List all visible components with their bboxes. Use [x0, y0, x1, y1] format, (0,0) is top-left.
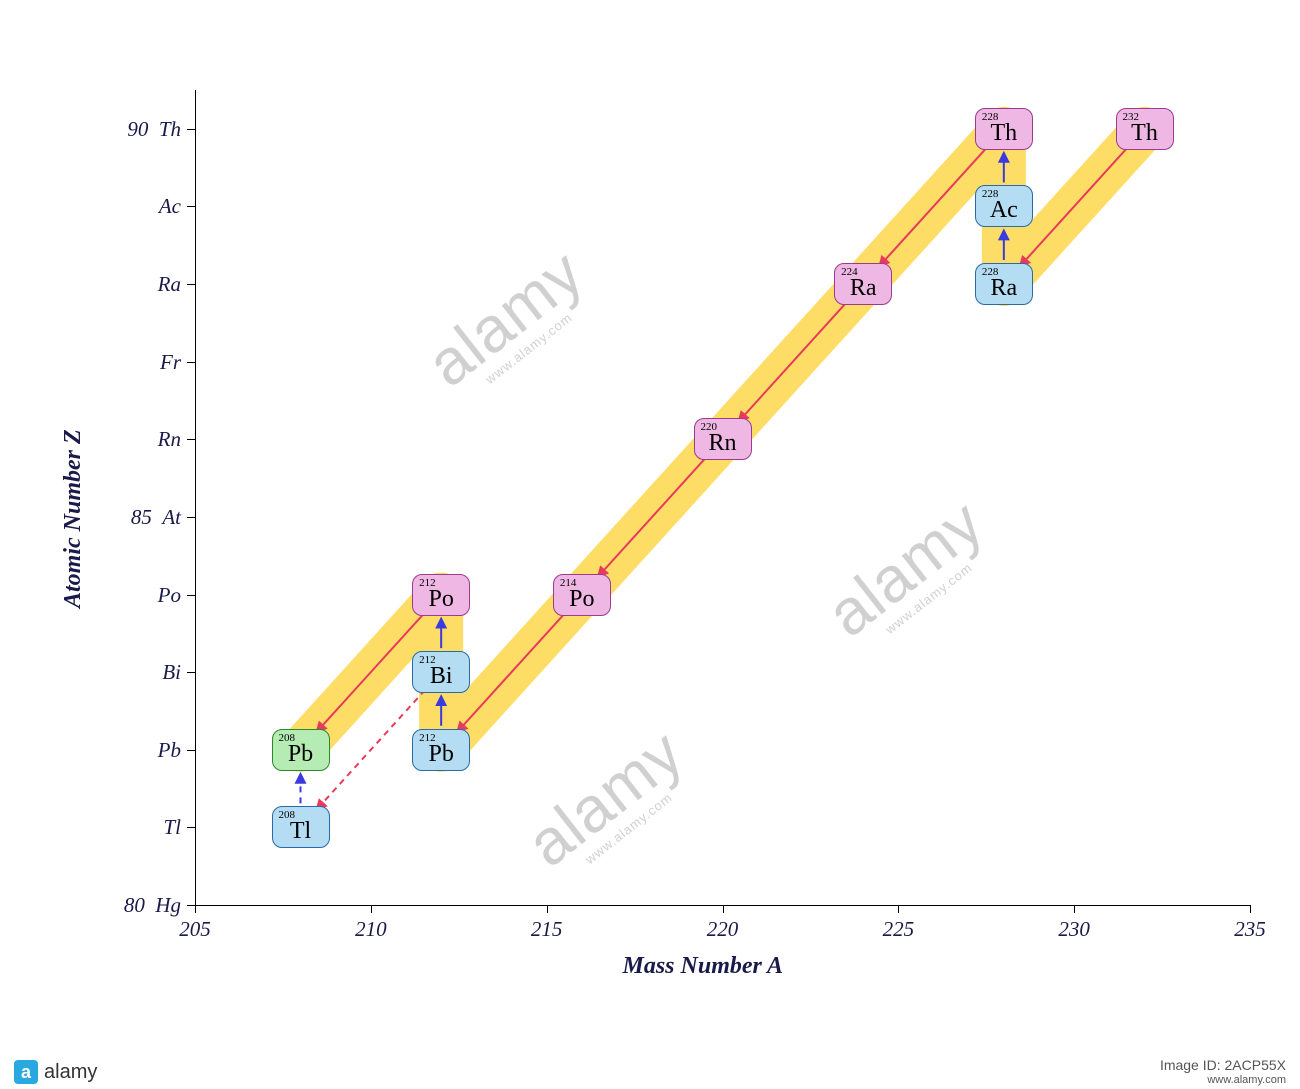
nuclide-mass: 214: [560, 578, 577, 589]
y-tick: [187, 129, 195, 130]
footer-bar: aalamy Image ID: 2ACP55Xwww.alamy.com: [0, 1055, 1300, 1089]
nuclide-rn220: 220Rn: [694, 418, 752, 460]
y-tick: [187, 284, 195, 285]
nuclide-mass: 220: [701, 422, 718, 433]
nuclide-mass: 208: [279, 733, 296, 744]
nuclide-mass: 212: [419, 733, 436, 744]
y-axis: [195, 90, 196, 905]
y-tick-label: Po: [158, 583, 181, 608]
alpha-decay-arrow: [1020, 147, 1128, 267]
alpha-decay-arrow: [317, 612, 425, 732]
nuclide-pb208: 208Pb: [272, 729, 330, 771]
image-credit: Image ID: 2ACP55Xwww.alamy.com: [1160, 1058, 1286, 1085]
y-tick: [187, 362, 195, 363]
nuclide-tl208: 208Tl: [272, 806, 330, 848]
nuclide-bi212: 212Bi: [412, 651, 470, 693]
brand-logo: aalamy: [14, 1060, 97, 1084]
y-tick-label: Ra: [158, 272, 181, 297]
x-tick-label: 235: [1220, 917, 1280, 942]
nuclide-mass: 228: [982, 267, 999, 278]
nuclide-ra224: 224Ra: [834, 263, 892, 305]
nuclide-mass: 212: [419, 655, 436, 666]
x-tick-label: 210: [341, 917, 401, 942]
y-tick: [187, 905, 195, 906]
nuclide-mass: 208: [279, 810, 296, 821]
x-tick: [723, 905, 724, 913]
x-tick: [1250, 905, 1251, 913]
x-tick: [547, 905, 548, 913]
y-axis-title: Atomic Number Z: [60, 429, 87, 608]
nuclide-pb212: 212Pb: [412, 729, 470, 771]
alpha-decay-arrow: [317, 690, 425, 810]
x-tick-label: 230: [1044, 917, 1104, 942]
x-tick-label: 215: [517, 917, 577, 942]
y-tick-label: Fr: [160, 350, 181, 375]
x-tick: [195, 905, 196, 913]
x-axis-title: Mass Number A: [623, 953, 783, 980]
brand-mark: a: [14, 1060, 38, 1084]
x-tick-label: 225: [868, 917, 928, 942]
x-tick-label: 205: [165, 917, 225, 942]
y-tick-label: Rn: [158, 427, 181, 452]
nuclide-mass: 212: [419, 578, 436, 589]
y-tick-label: Ac: [159, 194, 181, 219]
x-tick: [898, 905, 899, 913]
alpha-decay-arrow: [598, 457, 706, 577]
y-tick-label: Bi: [162, 660, 181, 685]
nuclide-mass: 228: [982, 189, 999, 200]
watermark: alamywww.alamy.com: [413, 235, 603, 409]
y-tick: [187, 595, 195, 596]
x-tick-label: 220: [693, 917, 753, 942]
nuclide-th232: 232Th: [1116, 108, 1174, 150]
y-tick: [187, 439, 195, 440]
y-tick-label: 90 Th: [127, 117, 181, 142]
y-tick: [187, 206, 195, 207]
x-tick: [1074, 905, 1075, 913]
nuclide-th228: 228Th: [975, 108, 1033, 150]
alpha-decay-arrow: [457, 612, 565, 732]
brand-text: alamy: [44, 1061, 97, 1084]
nuclide-po212: 212Po: [412, 574, 470, 616]
alpha-decay-arrow: [739, 302, 847, 422]
nuclide-po216: 214Po: [553, 574, 611, 616]
diagram-container: 205 210 215 220 225 230 235 80 Hg Tl Pb Bi Po 85 At R…: [0, 0, 1300, 1089]
watermark: alamywww.alamy.com: [813, 485, 1003, 659]
nuclide-mass: 232: [1123, 112, 1140, 123]
y-tick-label: 85 At: [131, 505, 181, 530]
nuclide-mass: 228: [982, 112, 999, 123]
nuclide-ra228: 228Ra: [975, 263, 1033, 305]
y-tick: [187, 750, 195, 751]
watermark: alamywww.alamy.com: [513, 715, 703, 889]
y-tick: [187, 827, 195, 828]
y-tick-label: 80 Hg: [124, 893, 181, 918]
y-tick: [187, 672, 195, 673]
y-tick: [187, 517, 195, 518]
alpha-decay-arrow: [879, 147, 987, 267]
nuclide-ac228: 228Ac: [975, 185, 1033, 227]
y-tick-label: Pb: [158, 738, 181, 763]
y-tick-label: Tl: [163, 815, 181, 840]
x-tick: [371, 905, 372, 913]
nuclide-mass: 224: [841, 267, 858, 278]
